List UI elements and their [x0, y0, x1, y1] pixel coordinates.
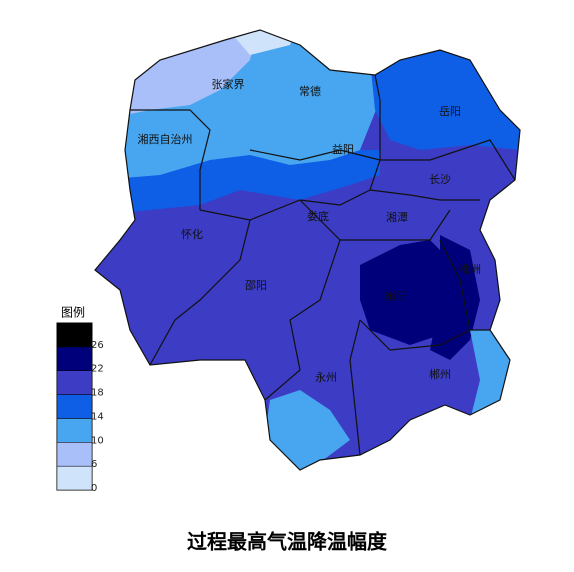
legend-swatch — [56, 322, 93, 348]
city-label: 湘西自治州 — [138, 132, 193, 146]
legend-tick: 14 — [91, 411, 104, 422]
city-label: 郴州 — [429, 367, 451, 381]
legend: 0 6 10 14 18 22 26 — [56, 322, 104, 494]
legend-tick: 6 — [91, 459, 97, 470]
legend-tick: 18 — [91, 388, 104, 399]
borders — [94, 29, 521, 471]
city-label: 娄底 — [307, 209, 329, 223]
city-label: 株洲 — [459, 262, 481, 276]
city-label: 永州 — [315, 370, 337, 384]
legend-tick: 22 — [91, 364, 104, 375]
legend-title: 图例 — [61, 306, 85, 320]
legend-swatch — [56, 442, 93, 467]
legend-tick: 26 — [91, 340, 104, 351]
city-label: 邵阳 — [245, 279, 267, 292]
city-label: 长沙 — [429, 173, 451, 186]
city-label: 岳阳 — [439, 105, 461, 118]
city-label: 怀化 — [181, 227, 203, 241]
city-label: 张家界 — [212, 77, 245, 91]
city-label: 湘潭 — [386, 210, 408, 224]
legend-swatch — [56, 394, 93, 419]
city-label: 衡阳 — [385, 290, 407, 303]
legend-swatch — [56, 346, 93, 371]
title: 过程最高气温降温幅度 — [187, 530, 388, 554]
legend-swatch — [56, 370, 93, 395]
legend-swatch — [56, 465, 93, 491]
legend-tick: 10 — [91, 435, 104, 446]
city-label: 益阳 — [332, 142, 354, 156]
city-label: 常德 — [299, 84, 321, 98]
legend-swatch — [56, 418, 93, 443]
legend-tick: 0 — [91, 483, 97, 494]
